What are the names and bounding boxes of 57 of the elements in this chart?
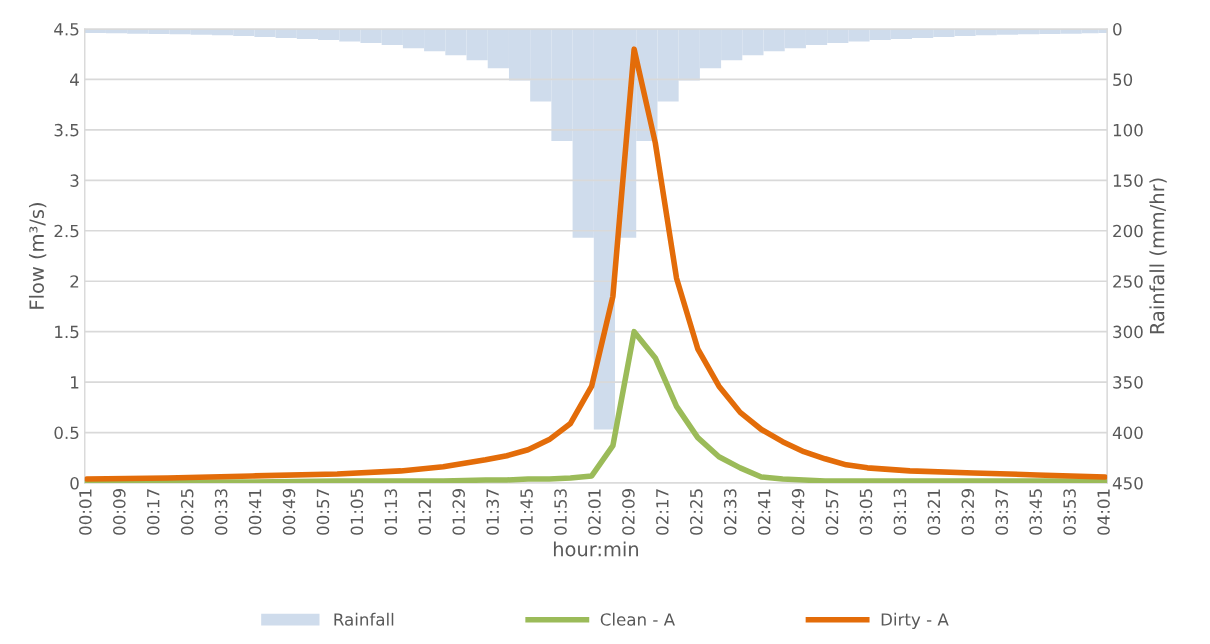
x-tick-label: 03:21: [927, 489, 941, 535]
y-tick-label: 1: [71, 376, 79, 389]
y-tick-label: 0.5: [54, 426, 79, 440]
y-tick-label: 2.5: [54, 224, 79, 238]
y2-tick-label: 400: [1112, 426, 1143, 440]
x-tick-label: 03:13: [893, 489, 907, 535]
y-tick-label: 1.5: [55, 325, 79, 339]
x-tick-label: 04:01: [1097, 489, 1110, 535]
y2-tick-label: 200: [1113, 224, 1143, 238]
x-tick-label: 01:37: [486, 489, 499, 535]
y2-tick-label: 0: [1113, 22, 1122, 36]
y2-axis-title: Rainfall (mm/hr): [1149, 178, 1167, 334]
y2-tick-label: 350: [1113, 376, 1143, 389]
legend-label: Dirty - A: [881, 612, 949, 629]
x-tick-label: 00:25: [180, 489, 194, 535]
x-tick-label: 01:21: [418, 489, 432, 535]
x-tick-label: 02:49: [791, 489, 805, 535]
y-tick-label: 3.5: [54, 123, 79, 137]
y-axis-title: Flow (m³/s): [28, 203, 47, 309]
x-tick-label: 02:57: [825, 489, 839, 535]
x-tick-label: 01:53: [554, 489, 567, 535]
y-tick-label: 2: [70, 275, 79, 288]
y2-tick-label: 50: [1113, 73, 1133, 86]
x-tick-label: 00:09: [113, 489, 126, 535]
y2-tick-label: 150: [1113, 174, 1143, 187]
y2-tick-label: 300: [1113, 325, 1143, 339]
y-tick-label: 4: [70, 73, 79, 86]
x-tick-label: 00:41: [248, 489, 262, 535]
x-tick-label: 02:17: [656, 489, 669, 535]
y-tick-label: 0: [70, 476, 79, 490]
x-axis-title: hour:min: [553, 541, 638, 557]
x-tick-label: 03:53: [1063, 489, 1076, 535]
legend-label: Clean - A: [600, 612, 675, 626]
x-tick-label: 00:01: [79, 489, 92, 535]
x-tick-label: 01:05: [350, 489, 364, 535]
x-tick-label: 00:17: [146, 489, 160, 535]
y2-tick-label: 250: [1113, 275, 1143, 288]
y2-tick-label: 450: [1112, 476, 1143, 490]
x-tick-label: 03:05: [859, 489, 873, 535]
y2-tick-label: 100: [1113, 123, 1143, 137]
x-tick-label: 01:13: [384, 489, 398, 535]
x-tick-label: 01:29: [452, 489, 465, 535]
x-tick-label: 03:37: [995, 489, 1009, 535]
x-tick-label: 01:45: [520, 489, 533, 535]
x-tick-label: 03:45: [1029, 489, 1042, 535]
y-tick-label: 3: [70, 174, 79, 187]
x-tick-label: 00:49: [282, 489, 296, 535]
x-tick-label: 03:29: [961, 489, 975, 535]
legend-label: Rainfall: [334, 612, 394, 626]
x-tick-label: 02:09: [622, 489, 635, 535]
x-tick-label: 00:33: [214, 489, 228, 535]
x-tick-label: 02:01: [588, 489, 601, 535]
x-tick-label: 00:57: [316, 489, 330, 535]
x-tick-label: 02:33: [723, 489, 737, 535]
x-tick-label: 02:25: [689, 489, 703, 535]
x-tick-label: 02:41: [757, 489, 771, 535]
y-tick-label: 4.5: [54, 23, 79, 36]
